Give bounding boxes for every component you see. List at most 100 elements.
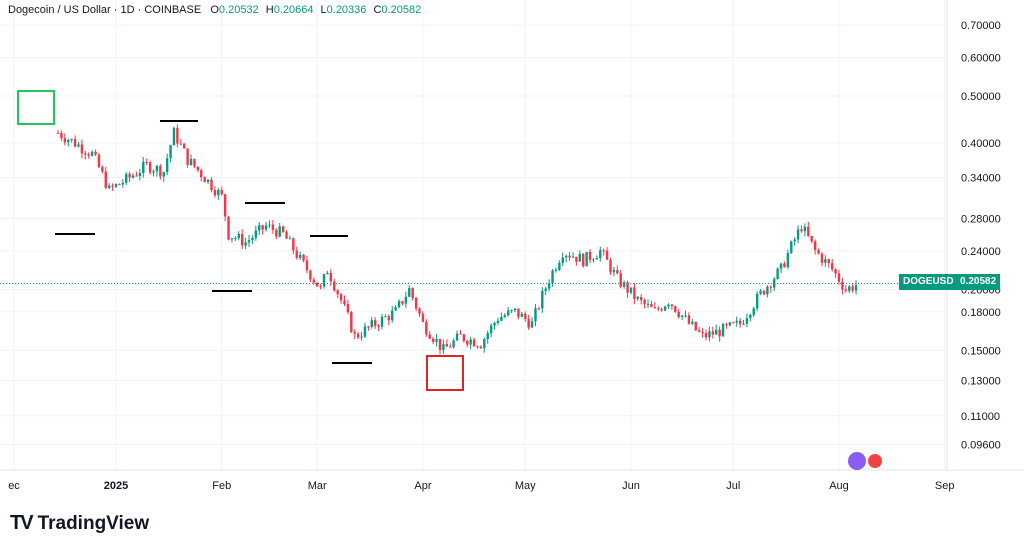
- candle-body: [592, 259, 595, 261]
- candle-body: [142, 161, 145, 174]
- candle-body: [677, 312, 680, 317]
- candle-body: [264, 225, 268, 230]
- candle-body: [152, 171, 155, 173]
- candle-body: [387, 316, 391, 321]
- y-tick-label: 0.70000: [961, 20, 1001, 32]
- candle-body: [629, 287, 633, 293]
- candle-body: [728, 322, 732, 326]
- candle-body: [807, 226, 810, 236]
- candle-body: [551, 270, 554, 284]
- candle-body: [247, 240, 251, 243]
- candle-body: [200, 170, 203, 178]
- candle-body: [210, 179, 213, 191]
- candle-body: [670, 304, 674, 307]
- candle-body: [251, 237, 254, 241]
- candle-body: [373, 320, 377, 326]
- candle-body: [524, 313, 527, 319]
- candle-body: [830, 263, 834, 270]
- candle-body: [517, 308, 520, 317]
- candle-body: [138, 173, 142, 176]
- candle-body: [442, 344, 445, 350]
- y-tick-label: 0.18000: [961, 307, 1001, 319]
- candle-body: [370, 320, 373, 327]
- candle-body: [769, 286, 772, 288]
- x-tick-label: 2025: [104, 480, 128, 492]
- candle-body: [558, 262, 561, 270]
- open-label: O: [210, 4, 219, 16]
- candle-body: [725, 324, 728, 326]
- candle-body: [73, 139, 77, 147]
- candle-body: [449, 346, 452, 348]
- candle-body: [261, 225, 264, 230]
- low-label: L: [320, 4, 327, 16]
- candle-body: [391, 310, 394, 321]
- y-tick-label: 0.15000: [961, 345, 1001, 357]
- last-price-tag: 0.20582: [956, 274, 1001, 290]
- candle-body: [486, 333, 489, 340]
- candle-body: [803, 226, 807, 232]
- y-tick-label: 0.60000: [961, 52, 1001, 64]
- high-value: 0.20664: [273, 4, 314, 16]
- candle-body: [483, 339, 486, 349]
- candle-body: [660, 309, 663, 311]
- candle-body: [476, 346, 479, 348]
- us-flag-icon[interactable]: [866, 452, 884, 470]
- candle-body: [281, 226, 285, 232]
- candle-body: [193, 158, 196, 167]
- candle-body: [616, 269, 619, 274]
- candle-body: [534, 308, 537, 322]
- candle-body: [380, 316, 384, 327]
- lightning-icon[interactable]: [848, 452, 866, 470]
- candles: [56, 124, 858, 355]
- candle-body: [258, 225, 261, 231]
- candle-body: [851, 286, 854, 291]
- candle-body: [742, 323, 745, 325]
- candle-body: [60, 132, 63, 139]
- candle-body: [107, 185, 111, 188]
- x-tick-label: May: [515, 480, 536, 492]
- candle-body: [63, 138, 67, 143]
- candle-body: [479, 346, 483, 349]
- candle-body: [377, 325, 380, 327]
- chart-legend: Dogecoin / US Dollar · 1D · COINBASE O0.…: [8, 4, 425, 16]
- candle-body: [356, 333, 360, 338]
- candle-body: [527, 318, 530, 328]
- candle-body: [322, 274, 326, 287]
- candle-body: [622, 282, 626, 287]
- candle-body: [541, 290, 544, 309]
- green-highlight-box: [17, 90, 55, 125]
- candle-body: [800, 229, 803, 232]
- candle-body: [227, 216, 230, 240]
- candle-body: [503, 315, 506, 318]
- candle-body: [561, 257, 564, 263]
- candle-body: [431, 338, 435, 342]
- candle-body: [114, 183, 118, 187]
- candle-body: [254, 230, 258, 238]
- candle-body: [779, 263, 783, 269]
- candle-body: [346, 303, 350, 313]
- candle-body: [125, 173, 128, 183]
- candle-body: [650, 303, 653, 308]
- candle-body: [70, 139, 73, 141]
- candle-body: [189, 158, 193, 165]
- candle-body: [585, 251, 588, 267]
- candle-body: [704, 332, 708, 338]
- candle-body: [128, 173, 131, 178]
- candle-body: [220, 189, 223, 195]
- candle-body: [145, 161, 148, 163]
- candle-body: [237, 233, 240, 239]
- candle-body: [575, 256, 578, 262]
- candle-body: [605, 250, 609, 260]
- candle-body: [790, 241, 793, 253]
- candle-body: [278, 226, 281, 237]
- candle-body: [77, 144, 80, 147]
- candle-body: [824, 259, 827, 263]
- candle-body: [578, 253, 582, 262]
- candle-body: [186, 148, 189, 165]
- candle-body: [752, 308, 755, 315]
- candle-body: [530, 321, 534, 328]
- tradingview-logo[interactable]: TV TradingView: [10, 512, 149, 535]
- candle-body: [401, 301, 404, 304]
- candle-body: [408, 288, 411, 297]
